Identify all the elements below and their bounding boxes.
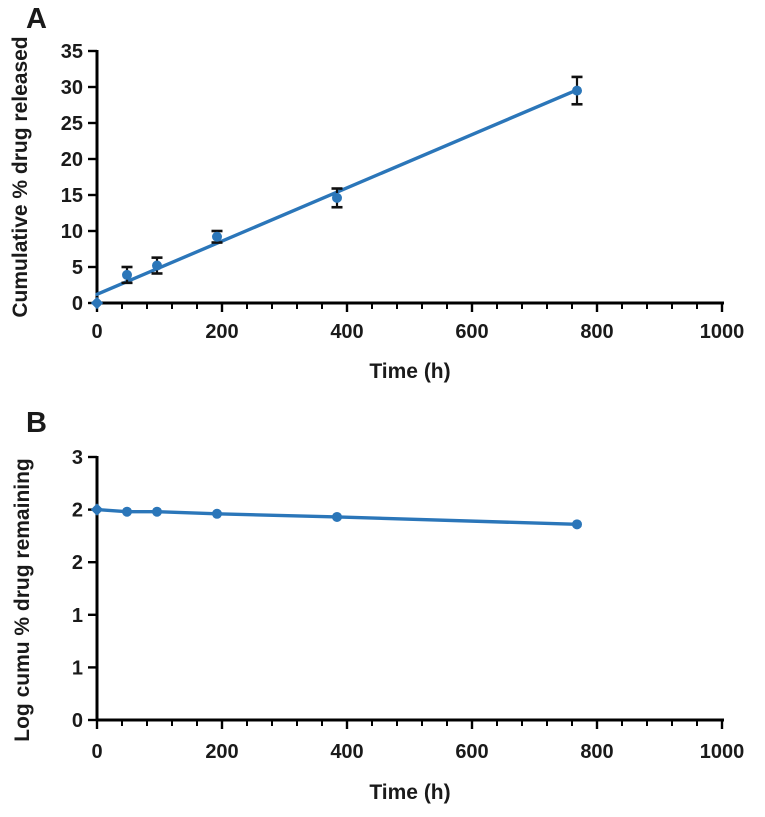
y-tick-label: 1 xyxy=(72,605,83,627)
data-point-marker xyxy=(212,231,222,242)
data-point-marker xyxy=(122,269,132,280)
y-axis-title-b: Log cumu % drug remaining xyxy=(11,458,34,742)
panel-a-label: A xyxy=(26,3,47,35)
y-tick-label: 15 xyxy=(61,185,83,207)
panel-b-label: B xyxy=(26,407,47,439)
x-tick-label: 400 xyxy=(330,321,363,343)
y-tick-label: 0 xyxy=(72,710,83,732)
data-point-diamond-marker xyxy=(90,503,104,516)
data-point-marker xyxy=(152,260,162,271)
data-point-marker xyxy=(212,508,222,519)
chart-panel-a: A Cumulative % drug released Time (h) 0 2… xyxy=(9,3,745,383)
x-tick-label: 0 xyxy=(91,321,102,343)
plot-area-b: 0 200 400 600 800 1000 0 1 1 2 2 3 xyxy=(72,447,744,763)
data-point-marker xyxy=(332,192,342,203)
x-tick-label: 800 xyxy=(580,321,613,343)
x-axis-title-b: Time (h) xyxy=(369,781,450,804)
plot-area-a: 0 200 400 600 800 1000 0 5 10 15 20 25 30 35 xyxy=(61,41,745,343)
y-axis-title-a: Cumulative % drug released xyxy=(9,36,32,317)
x-tick-label: 800 xyxy=(580,741,613,763)
y-tick-label: 1 xyxy=(72,657,83,679)
series-line xyxy=(95,507,579,527)
y-tick-label: 2 xyxy=(72,552,83,574)
y-tick-label: 5 xyxy=(72,257,83,279)
x-tick-label: 200 xyxy=(205,741,238,763)
y-tick-label: 0 xyxy=(72,293,83,315)
y-tick-label: 35 xyxy=(61,41,83,63)
data-point-marker xyxy=(332,511,342,522)
y-tick-label: 2 xyxy=(72,500,83,522)
x-tick-label: 400 xyxy=(330,741,363,763)
data-point-marker xyxy=(152,506,162,517)
data-point-marker xyxy=(572,519,582,530)
chart-panel-b: B Log cumu % drug remaining Time (h) 0 20… xyxy=(11,407,744,804)
x-tick-label: 600 xyxy=(455,741,488,763)
y-tick-label: 3 xyxy=(72,447,83,469)
data-point-marker xyxy=(122,506,132,517)
x-tick-label: 200 xyxy=(205,321,238,343)
y-tick-label: 20 xyxy=(61,149,83,171)
x-axis-title-a: Time (h) xyxy=(369,360,450,383)
x-tick-label: 600 xyxy=(455,321,488,343)
x-tick-label: 0 xyxy=(91,741,102,763)
data-point-diamond-marker xyxy=(90,296,104,310)
y-tick-label: 30 xyxy=(61,77,83,99)
x-tick-label: 1000 xyxy=(700,741,745,763)
y-tick-label: 25 xyxy=(61,113,83,135)
y-tick-label: 10 xyxy=(61,221,83,243)
data-point-marker xyxy=(572,85,582,96)
x-tick-label: 1000 xyxy=(700,321,745,343)
